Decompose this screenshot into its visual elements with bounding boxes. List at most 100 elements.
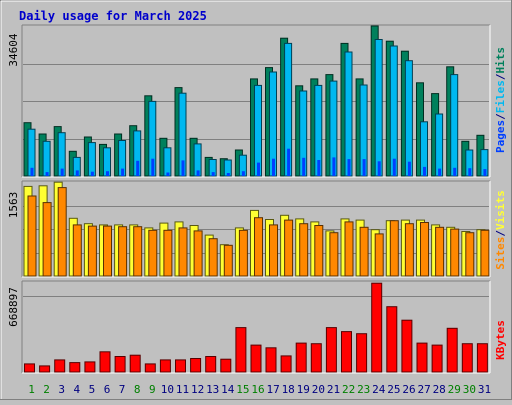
- legend-entry: Hits: [494, 47, 507, 74]
- sites-bar: [480, 229, 490, 277]
- kbytes-bar: [175, 359, 186, 373]
- kbytes-bar: [220, 358, 232, 373]
- kbytes-bar: [265, 347, 277, 373]
- legend-entry: /: [494, 73, 507, 80]
- sites-bar: [208, 238, 218, 277]
- legend-entry: /: [494, 113, 507, 120]
- sites-bar: [450, 228, 460, 277]
- legend-entry: Files: [494, 80, 507, 113]
- files-bar: [254, 84, 262, 177]
- pages-bar: [287, 148, 291, 176]
- x-tick-label: 15: [236, 383, 249, 396]
- pages-bar: [211, 172, 215, 176]
- x-tick-label: 9: [149, 383, 156, 396]
- x-tick-label: 23: [357, 383, 370, 396]
- x-tick-label: 4: [73, 383, 80, 396]
- sites-bar: [118, 226, 128, 277]
- pages-bar: [272, 158, 275, 176]
- sites-bar: [254, 217, 263, 277]
- legend-entry: KBytes: [494, 320, 507, 360]
- x-tick-label: 20: [312, 383, 325, 396]
- sites-bar: [314, 225, 324, 277]
- x-tick-label: 22: [342, 383, 355, 396]
- sites-bar: [27, 195, 37, 277]
- x-tick-label: 26: [402, 383, 415, 396]
- legend-entry: Pages: [494, 120, 507, 153]
- legend-kbytes: KBytes: [494, 320, 507, 360]
- sites-bar: [465, 232, 475, 277]
- legend-entry: /: [494, 230, 507, 237]
- sites-bar: [193, 230, 203, 277]
- y-axis-max-label: 668897: [7, 287, 20, 327]
- x-axis-labels: 1 2 3 4 5 6 7 8 9 10 11 12 13 14 15 16 17 18 19 20 21 22 23 24 2…: [28, 383, 491, 396]
- pages-bar: [196, 170, 200, 176]
- sites-bar: [344, 221, 354, 277]
- kbytes-bar: [371, 282, 383, 373]
- files-bar: [344, 51, 353, 177]
- x-tick-label: 14: [221, 383, 235, 396]
- kbytes-bar: [24, 363, 35, 373]
- kbytes-bar: [416, 342, 428, 373]
- pages-bar: [151, 158, 155, 176]
- pages-bar: [317, 160, 321, 176]
- kbytes-bar: [310, 343, 322, 373]
- kbytes-bar: [205, 356, 217, 373]
- kbytes-bar: [99, 351, 111, 373]
- kbytes-bar: [325, 327, 337, 373]
- x-tick-label: 31: [478, 383, 491, 396]
- kbytes-bar: [476, 343, 488, 373]
- panel-kbytes: 668897 KBytes: [7, 280, 507, 374]
- kbytes-bar: [386, 306, 398, 373]
- kbytes-bar: [129, 354, 141, 373]
- pages-bar: [257, 162, 260, 176]
- x-tick-label: 10: [161, 383, 174, 396]
- pages-bar: [106, 171, 109, 176]
- y-axis-max-label: 34604: [7, 33, 20, 66]
- pages-bar: [166, 172, 170, 176]
- pages-bar: [136, 160, 140, 176]
- pages-bar: [121, 168, 125, 176]
- kbytes-bar: [341, 331, 352, 373]
- legend-entry: Sites: [494, 237, 507, 270]
- pages-bar: [226, 173, 230, 176]
- pages-bar: [423, 166, 426, 176]
- sites-bar: [57, 187, 67, 277]
- legend-hits-files-pages: Pages/Files/Hits: [494, 47, 507, 153]
- chart-panels: 34604Pages/Files/Hits1563Sites/Visits668…: [7, 24, 507, 374]
- sites-bar: [238, 229, 248, 277]
- legend-entry: Visits: [494, 190, 507, 230]
- x-tick-label: 27: [417, 383, 430, 396]
- x-tick-label: 29: [448, 383, 461, 396]
- kbytes-bar: [356, 333, 368, 373]
- pages-bar: [347, 159, 351, 176]
- sites-bar: [389, 220, 399, 277]
- panel-visits-sites: 1563 Sites/Visits: [7, 180, 507, 278]
- kbytes-bar: [114, 356, 126, 373]
- sites-bar: [223, 244, 233, 277]
- kbytes-bar: [190, 358, 202, 373]
- x-tick-label: 8: [134, 383, 141, 396]
- x-tick-label: 5: [89, 383, 96, 396]
- sites-bar: [178, 227, 188, 277]
- y-axis-max-label: 1563: [7, 192, 20, 219]
- pages-bar: [392, 158, 396, 176]
- legend-visits-sites: Sites/Visits: [494, 190, 507, 270]
- kbytes-bar: [39, 365, 51, 373]
- sites-bar: [148, 229, 158, 277]
- x-tick-label: 13: [206, 383, 219, 396]
- pages-bar: [181, 160, 185, 176]
- pages-bar: [407, 161, 411, 176]
- pages-bar: [302, 157, 306, 176]
- pages-bar: [483, 169, 487, 176]
- sites-bar: [359, 226, 369, 277]
- kbytes-bar: [144, 363, 156, 373]
- pages-bar: [30, 167, 34, 176]
- files-bar: [435, 113, 444, 177]
- pages-bar: [90, 171, 94, 176]
- files-bar: [87, 142, 96, 177]
- kbytes-bar: [461, 343, 473, 373]
- sites-bar: [420, 222, 429, 277]
- x-tick-label: 24: [372, 383, 386, 396]
- pages-bar: [75, 170, 79, 176]
